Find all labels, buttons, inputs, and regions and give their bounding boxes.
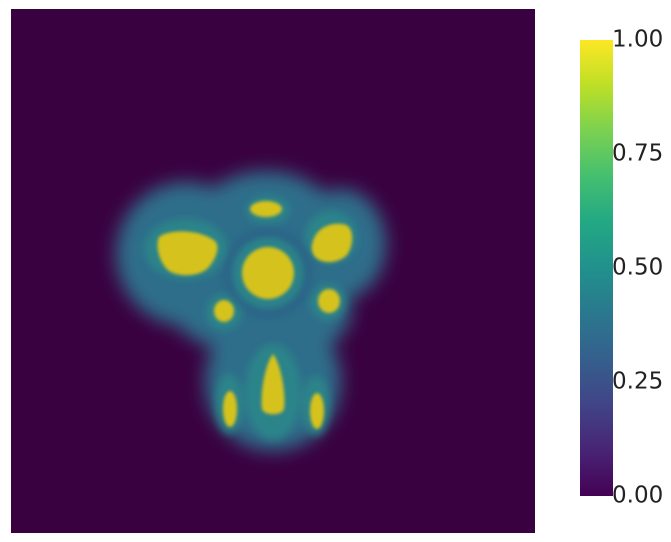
colorbar-tick-label: 0.25: [612, 368, 664, 395]
peak-cores: [157, 201, 353, 429]
colorbar: [580, 40, 613, 496]
colorbar-tick-label: 1.00: [612, 26, 664, 53]
colorbar-tick-label: 0.50: [612, 254, 664, 281]
colorbar-tick-label: 0.00: [612, 482, 664, 509]
inner-ring: [225, 230, 311, 316]
scalar-field-plot: [11, 9, 535, 533]
colorbar-tick-label: 0.75: [612, 140, 664, 167]
colorbar-gradient: [580, 40, 613, 496]
